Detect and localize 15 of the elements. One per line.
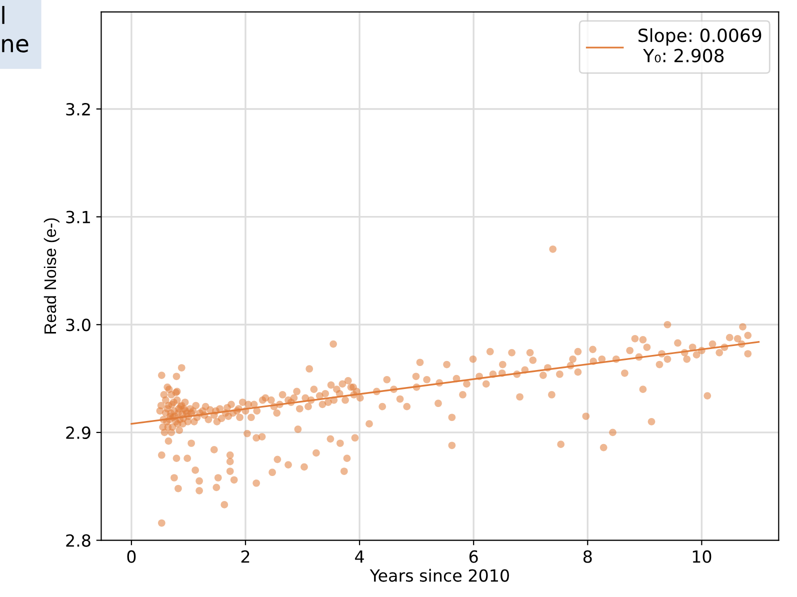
- y-tick-label: 3.2: [66, 102, 90, 116]
- y-tick-label: 2.8: [66, 534, 90, 547]
- x-tick-label: 10: [692, 550, 712, 563]
- y-tick-label: 3.0: [66, 318, 90, 332]
- x-tick-label: 8: [583, 550, 592, 563]
- x-tick-label: 6: [469, 550, 478, 563]
- y-axis-title: Read Noise (e-): [44, 218, 60, 334]
- y-tick-label: 2.9: [66, 426, 90, 440]
- legend-label: Slope: 0.0069 Y₀: 2.908: [638, 28, 762, 62]
- text: l ne: [2, 6, 28, 52]
- x-tick-label: 0: [127, 550, 136, 563]
- y-tick-label: 3.1: [66, 210, 90, 224]
- x-tick-label: 2: [241, 550, 250, 563]
- x-tick-label: 4: [355, 550, 364, 563]
- x-axis-title: Years since 2010: [370, 568, 509, 582]
